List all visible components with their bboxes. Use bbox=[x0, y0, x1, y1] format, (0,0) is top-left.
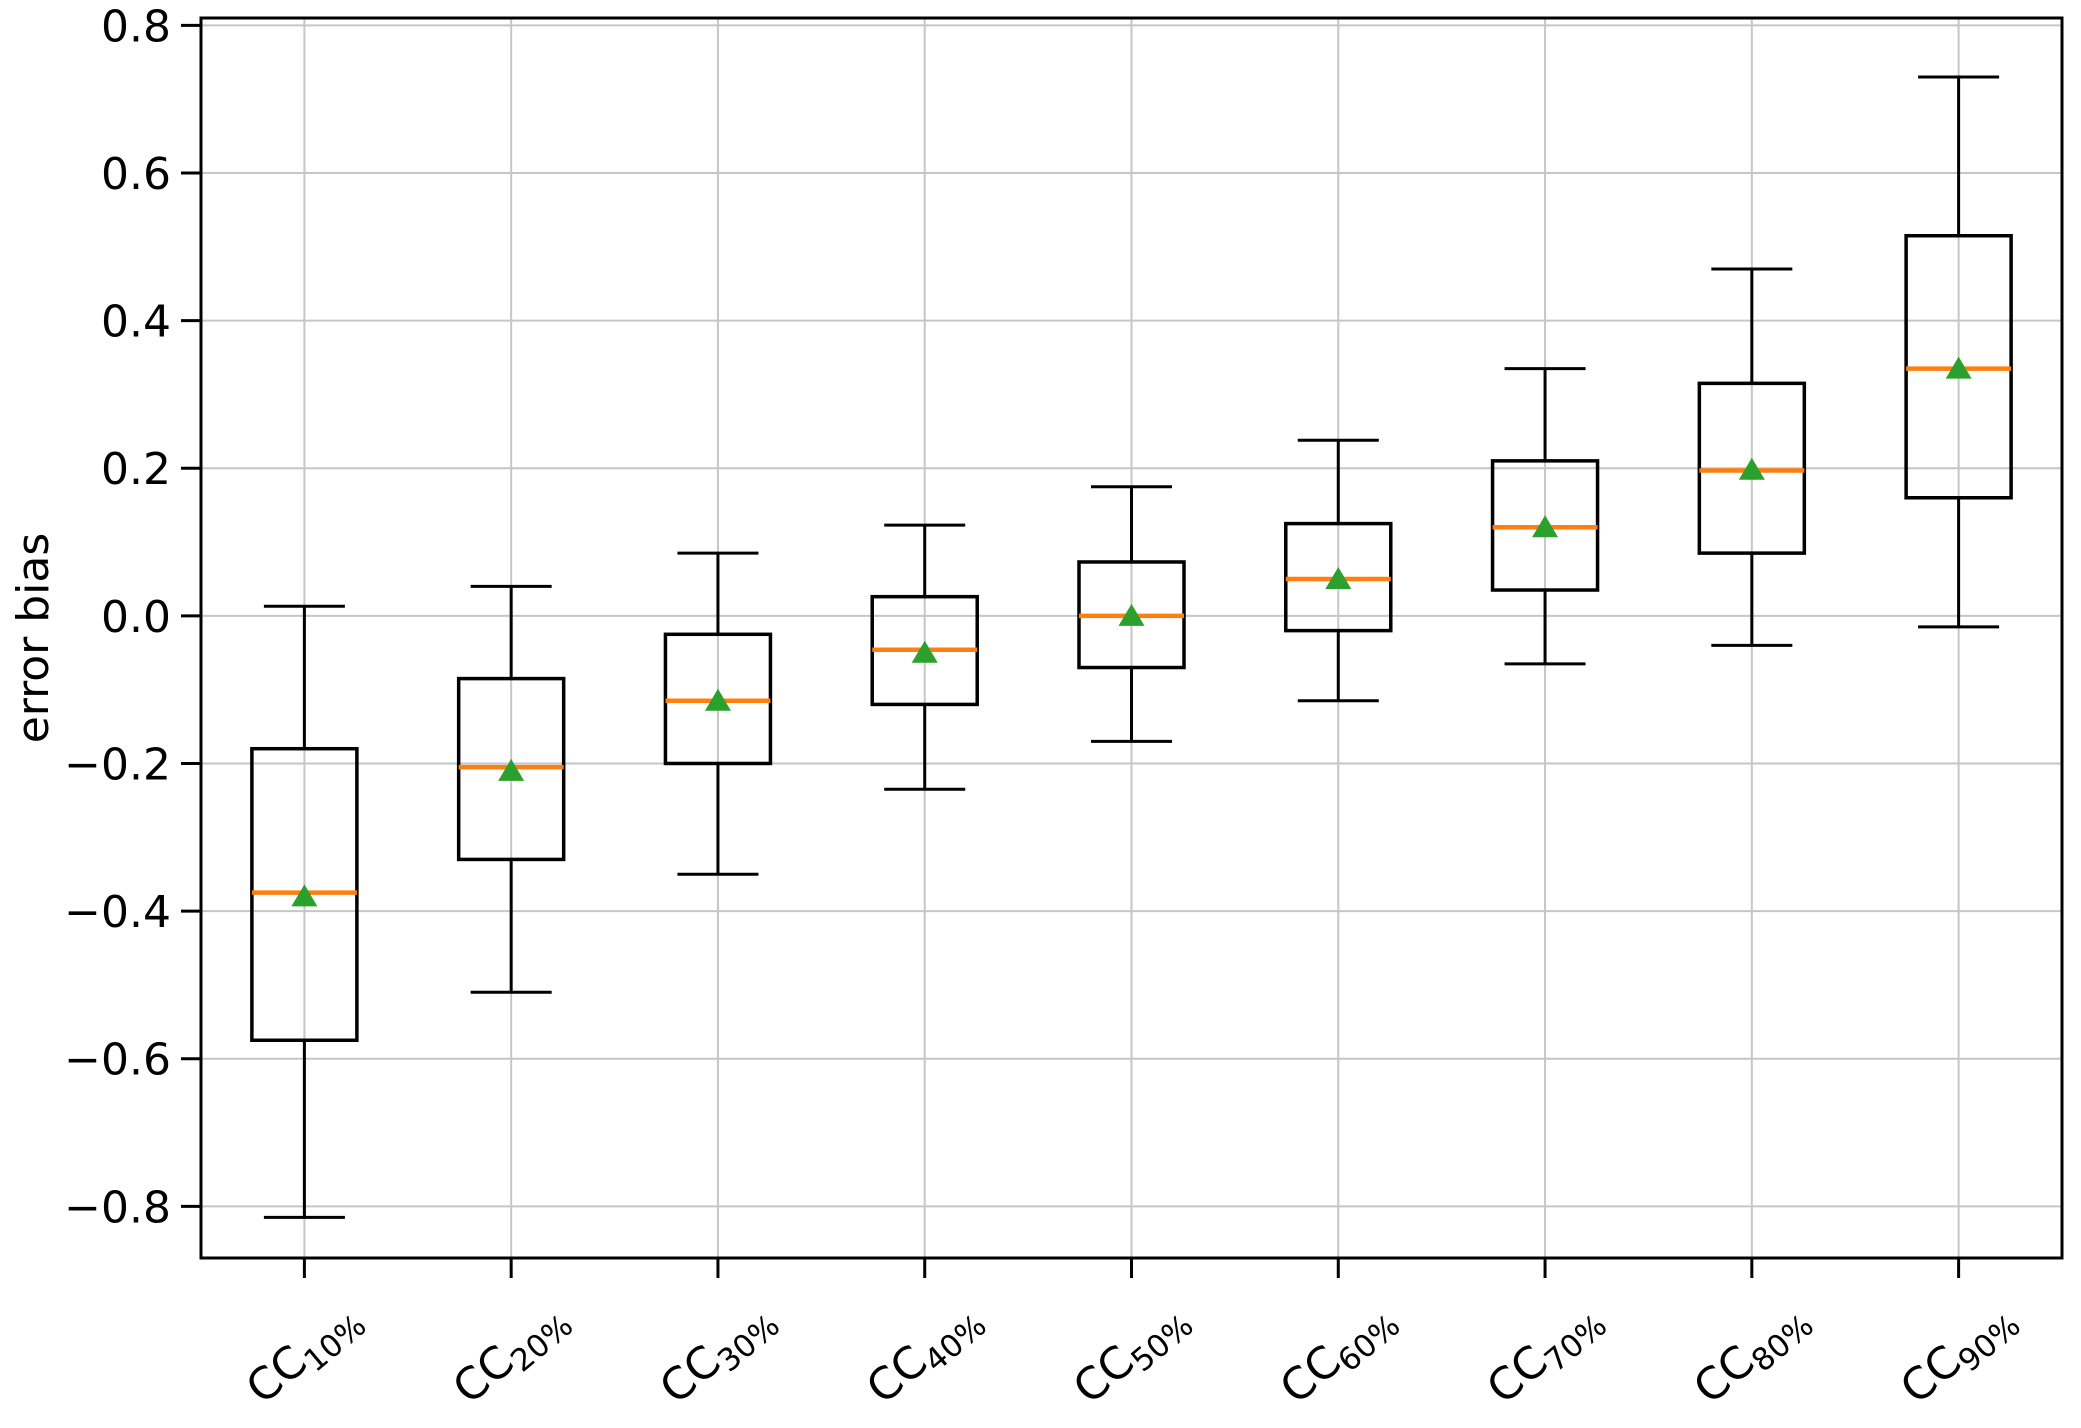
y-tick-label: −0.8 bbox=[64, 1182, 171, 1233]
y-tick-label: 0.4 bbox=[101, 297, 171, 348]
box-group-CC20% bbox=[456, 584, 566, 994]
mean-marker bbox=[911, 640, 938, 663]
y-tick-label: −0.6 bbox=[64, 1035, 171, 1086]
mean-marker bbox=[1325, 566, 1352, 589]
y-tick-label: −0.2 bbox=[64, 739, 171, 790]
y-tick-label: 0.6 bbox=[101, 149, 171, 200]
y-tick-label: 0.2 bbox=[101, 444, 171, 495]
box-layer bbox=[250, 75, 2013, 1219]
box-group-CC80% bbox=[1697, 267, 1807, 647]
box-group-CC10% bbox=[250, 604, 359, 1219]
y-tick-label: −0.4 bbox=[64, 887, 171, 938]
mean-marker bbox=[498, 758, 525, 781]
y-axis-label: error bias bbox=[8, 533, 59, 744]
mean-marker bbox=[704, 688, 731, 711]
box-group-CC40% bbox=[870, 523, 979, 791]
y-tick-label: 0.8 bbox=[101, 1, 171, 52]
box-group-CC60% bbox=[1284, 438, 1393, 703]
mean-marker bbox=[1532, 515, 1559, 538]
y-tick-label: 0.0 bbox=[101, 592, 171, 643]
axis-label-layer: error bias bbox=[8, 533, 59, 744]
box-group-CC70% bbox=[1490, 367, 1600, 666]
mean-marker bbox=[1118, 603, 1145, 626]
mean-marker bbox=[1945, 356, 1972, 379]
box-group-CC30% bbox=[663, 551, 773, 876]
mean-marker bbox=[1738, 457, 1765, 480]
box-group-CC90% bbox=[1904, 75, 2013, 629]
box-group-CC50% bbox=[1077, 485, 1186, 743]
mean-marker bbox=[291, 884, 318, 907]
